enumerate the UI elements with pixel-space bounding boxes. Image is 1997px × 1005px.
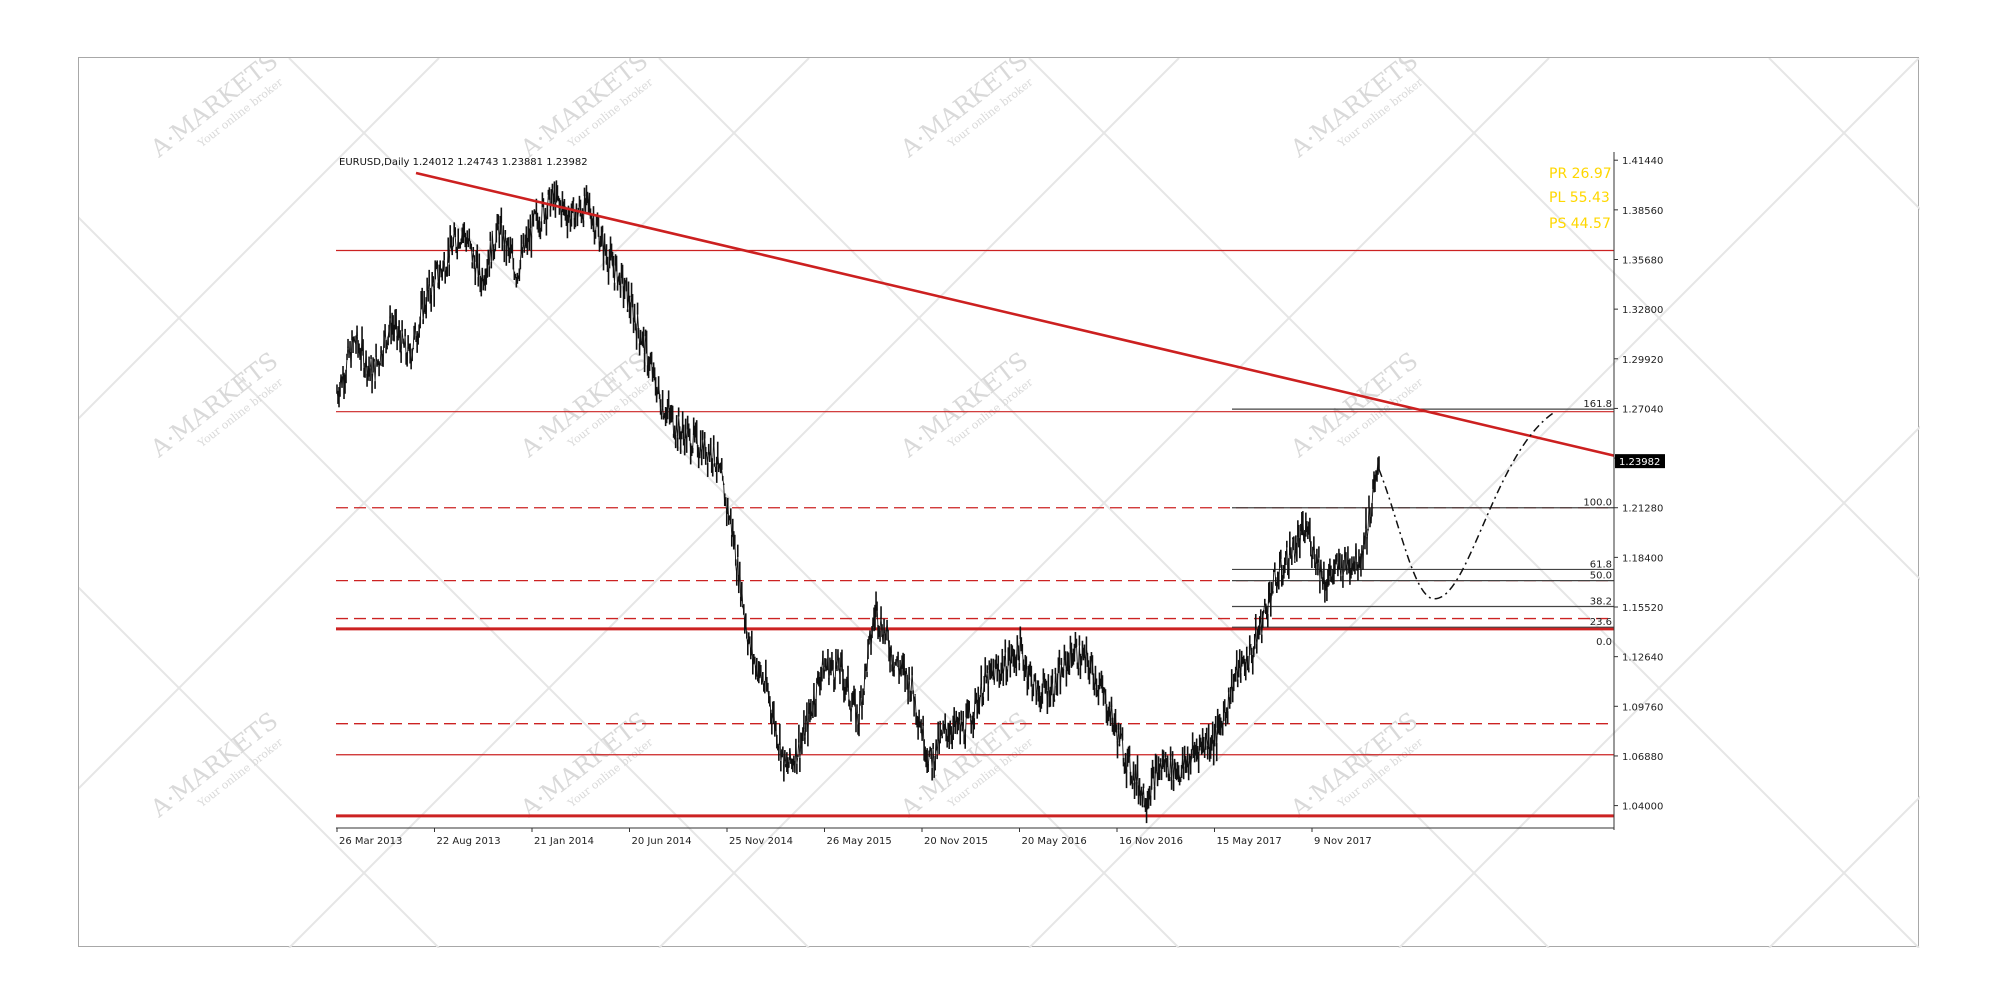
price-line [336,185,1380,812]
y-tick-label: 1.15520 [1622,603,1663,614]
axes: 1.41440 1.38560 1.35680 1.32800 1.29920 1.270… [336,152,1665,847]
y-tick-label: 1.18400 [1622,553,1663,564]
x-tick-label: 22 Aug 2013 [437,836,501,847]
y-tick-label: 1.29920 [1622,355,1663,366]
x-tick-label: 25 Nov 2014 [729,836,793,847]
fib-label: 23.6 [1590,617,1612,628]
horizontal-levels [336,249,1614,818]
chart-frame: A·MARKETS Your online broker A·MARKETS Your… [78,57,1920,948]
fib-label: 100.0 [1583,498,1612,509]
fibonacci-levels: 161.8 100.0 61.850.0 38.2 23.6 0.0 [1232,399,1614,648]
y-tick-label: 1.27040 [1622,404,1663,415]
x-tick-label: 26 Mar 2013 [339,836,402,847]
y-tick-label: 1.12640 [1622,653,1663,664]
svg-text:A·MARKETS: A·MARKETS [145,347,283,464]
svg-text:A·MARKETS: A·MARKETS [515,347,653,464]
y-tick-label: 1.04000 [1622,802,1663,813]
y-tick-label: 1.35680 [1622,255,1663,266]
x-tick-label: 15 May 2017 [1217,836,1282,847]
x-tick-label: 26 May 2015 [827,836,892,847]
projection-path [1378,411,1555,600]
svg-text:A·MARKETS: A·MARKETS [515,58,653,163]
y-tick-label: 1.09760 [1622,702,1663,713]
resistance-trendline [415,171,1615,457]
x-tick-label: 20 Nov 2015 [924,836,988,847]
svg-text:A·MARKETS: A·MARKETS [895,58,1033,163]
x-tick-label: 20 Jun 2014 [632,836,692,847]
x-tick-label: 20 May 2016 [1022,836,1087,847]
x-tick-label: 9 Nov 2017 [1314,836,1372,847]
stat-pr: PR 26.97 [1549,166,1612,182]
x-tick-label: 16 Nov 2016 [1119,836,1183,847]
fib-label: 161.8 [1583,399,1612,410]
y-tick-label: 1.06880 [1622,752,1663,763]
fib-label: 50.0 [1590,571,1612,582]
stat-ps: PS 44.57 [1549,216,1611,232]
symbol-info: EURUSD,Daily 1.24012 1.24743 1.23881 1.2… [339,157,588,168]
fib-label: 61.8 [1590,559,1612,570]
y-tick-label: 1.41440 [1622,156,1663,167]
x-tick-label: 21 Jan 2014 [534,836,594,847]
svg-text:A·MARKETS: A·MARKETS [145,58,283,163]
y-tick-label: 1.38560 [1622,206,1663,217]
price-bars [336,180,1380,824]
svg-text:A·MARKETS: A·MARKETS [1285,58,1423,163]
trendline-layer [415,171,1615,600]
current-price-box [1615,454,1665,469]
stat-pl: PL 55.43 [1549,190,1610,206]
y-tick-label: 1.32800 [1622,305,1663,316]
fib-label: 0.0 [1596,637,1612,648]
current-price-label: 1.23982 [1619,457,1660,468]
y-tick-label: 1.21280 [1622,504,1663,515]
fib-label: 38.2 [1590,596,1612,607]
